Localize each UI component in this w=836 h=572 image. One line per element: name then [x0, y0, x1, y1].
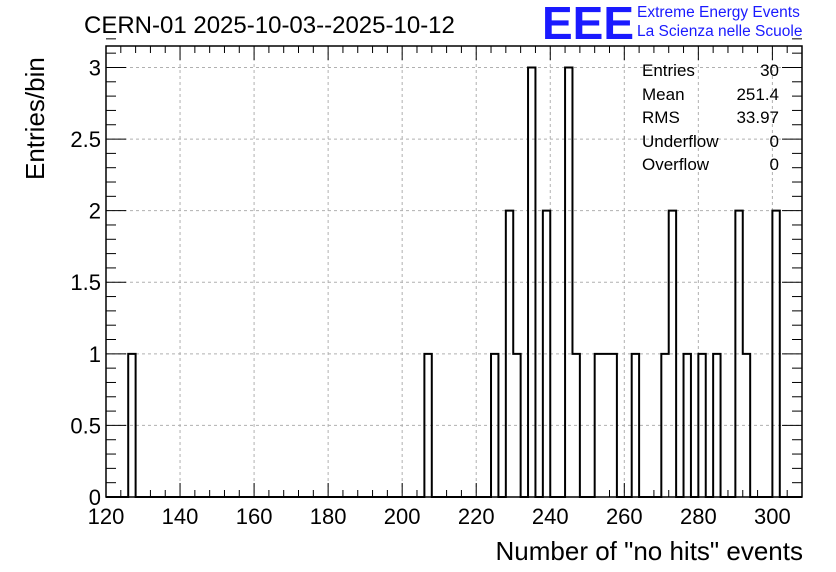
y-tick-label: 1.5	[70, 270, 101, 295]
plot-frame	[105, 45, 803, 498]
histogram-bin	[684, 354, 691, 497]
y-tick-label: 0	[89, 485, 101, 510]
stat-label: Entries	[642, 61, 695, 80]
stat-label: Mean	[642, 84, 685, 104]
histogram-bin	[772, 211, 779, 497]
histogram-bin	[572, 354, 579, 497]
stat-value: 30	[760, 61, 779, 80]
tick-labels: 120 140 160 180 200 220 240 260 280 30000.511.522…	[70, 55, 790, 529]
histogram-bin	[743, 354, 750, 497]
org-line-1: Extreme Energy Events	[637, 4, 800, 21]
stat-label: Underflow	[642, 131, 719, 151]
x-tick-label: 240	[532, 504, 569, 529]
histogram-bin	[661, 354, 668, 497]
org-line-2: La Scienza nelle Scuole	[637, 23, 803, 40]
stat-label: Overflow	[642, 155, 710, 174]
plot-frame-rect	[105, 45, 803, 498]
histogram-bin	[713, 354, 720, 497]
stat-underflow: Underflow 0	[642, 130, 779, 154]
chart-title: CERN-01 2025-10-03--2025-10-12	[84, 12, 455, 39]
stat-label: RMS	[642, 108, 680, 127]
stat-value: 0	[769, 155, 779, 174]
histogram-bin	[128, 354, 135, 497]
y-tick-label: 2	[89, 199, 101, 224]
histogram-bin	[609, 354, 616, 497]
x-tick-label: 260	[606, 504, 643, 529]
histogram-bin	[735, 211, 742, 497]
x-axis-label: Number of "no hits" events	[495, 536, 804, 566]
grid-lines	[105, 46, 802, 498]
y-tick-label: 0.5	[70, 413, 101, 438]
stat-value: 251.4	[736, 84, 779, 104]
y-tick-label: 3	[89, 55, 101, 80]
histogram-bin	[424, 354, 431, 497]
x-tick-label: 180	[310, 504, 347, 529]
histogram-bin	[513, 354, 520, 497]
histogram-bin	[565, 67, 572, 497]
eee-logo: EEE	[542, 2, 634, 42]
histogram-bin	[602, 354, 609, 497]
histogram-bin	[491, 354, 498, 497]
histogram-bin	[698, 354, 705, 497]
stat-value: 33.97	[736, 108, 779, 127]
stat-overflow: Overflow 0	[642, 153, 779, 177]
histogram-bin	[595, 354, 602, 497]
histogram-outline	[106, 66, 802, 498]
histogram-bin	[632, 354, 639, 497]
x-tick-label: 160	[236, 504, 273, 529]
stat-value: 0	[769, 131, 779, 151]
y-tick-label: 1	[89, 342, 101, 367]
logo-text: EEE	[542, 2, 634, 42]
y-tick-label: 2.5	[70, 127, 101, 152]
histogram-bin	[506, 211, 513, 497]
histogram-bin	[669, 211, 676, 497]
histogram-bin	[543, 211, 550, 497]
x-tick-label: 120	[88, 504, 125, 529]
x-tick-label: 220	[458, 504, 495, 529]
stats-box: Entries 30 Mean 251.4 RMS 33.97 Underflow 0 …	[642, 59, 779, 177]
stat-rms: RMS 33.97	[642, 106, 779, 130]
stat-entries: Entries 30	[642, 59, 779, 83]
y-axis-label: Entries/bin	[20, 57, 50, 180]
x-tick-label: 280	[680, 504, 717, 529]
axis-ticks	[105, 38, 803, 498]
histogram-bin	[528, 67, 535, 497]
histogram-bars	[106, 66, 802, 498]
x-tick-label: 300	[754, 504, 791, 529]
x-tick-label: 200	[384, 504, 421, 529]
x-tick-label: 140	[162, 504, 199, 529]
stat-mean: Mean 251.4	[642, 83, 779, 107]
organization-name: Extreme Energy Events La Scienza nelle S…	[637, 3, 802, 41]
